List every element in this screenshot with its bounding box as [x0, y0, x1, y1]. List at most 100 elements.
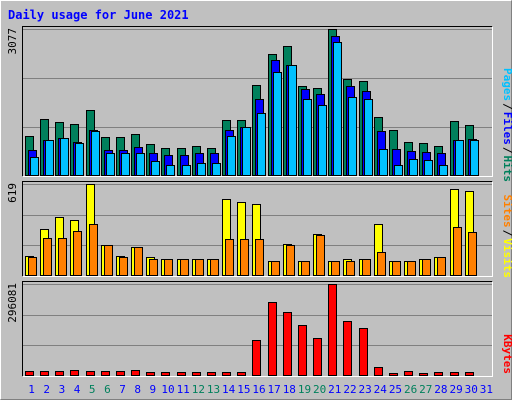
bar — [242, 127, 251, 176]
plot-border-light — [22, 181, 493, 277]
legend: KBytes — [501, 334, 512, 374]
bar — [134, 247, 143, 276]
bar — [394, 165, 403, 176]
legend-separator: / — [501, 147, 512, 154]
legend: Pages / Files / Hits — [501, 68, 512, 182]
bar — [45, 140, 54, 176]
bar — [453, 227, 462, 276]
legend: Sites /Visits — [501, 195, 512, 279]
bar — [301, 261, 310, 276]
bar — [343, 321, 352, 376]
bar — [439, 165, 448, 176]
bar — [379, 149, 388, 176]
x-tick-label: 13 — [207, 383, 220, 396]
bar — [58, 238, 67, 276]
plot-border-light — [22, 281, 493, 377]
legend-entry: Visits — [501, 238, 512, 278]
bar — [116, 371, 125, 376]
x-tick-label: 12 — [192, 383, 205, 396]
bar — [288, 65, 297, 176]
bar — [331, 261, 340, 276]
bar — [283, 312, 292, 376]
bar — [212, 163, 221, 176]
bar — [177, 372, 186, 376]
x-tick-label: 21 — [328, 383, 341, 396]
x-tick-label: 4 — [74, 383, 81, 396]
bar — [40, 371, 49, 376]
bar — [161, 372, 170, 376]
bar — [465, 372, 474, 376]
bar — [298, 325, 307, 376]
plot-border-dark — [22, 181, 493, 277]
bar — [257, 113, 266, 176]
y-tick-label: 619 — [6, 183, 19, 203]
bar — [450, 372, 459, 376]
y-tick-label: 296081 — [6, 283, 19, 323]
bar — [119, 257, 128, 276]
x-tick-label: 29 — [449, 383, 462, 396]
bar — [197, 163, 206, 176]
y-tick-label: 3077 — [6, 28, 19, 55]
bar — [240, 239, 249, 276]
bar — [255, 239, 264, 276]
x-tick-label: 7 — [119, 383, 126, 396]
bar — [70, 370, 79, 376]
bar — [271, 261, 280, 276]
bar — [362, 259, 371, 276]
bar — [346, 261, 355, 276]
bar — [192, 372, 201, 376]
x-tick-label: 27 — [419, 383, 432, 396]
legend-entry: KBytes — [501, 334, 512, 374]
bar — [180, 259, 189, 276]
x-tick-label: 10 — [161, 383, 174, 396]
bar — [286, 245, 295, 276]
x-tick-label: 11 — [177, 383, 190, 396]
bar — [470, 140, 479, 176]
x-tick-label: 20 — [313, 383, 326, 396]
bar — [377, 252, 386, 276]
bar — [210, 259, 219, 276]
bar — [455, 140, 464, 176]
chart-title: Daily usage for June 2021 — [8, 8, 189, 22]
bar — [131, 370, 140, 376]
bar — [404, 371, 413, 376]
legend-separator: / — [501, 103, 512, 110]
bar — [303, 99, 312, 176]
x-tick-label: 24 — [374, 383, 388, 396]
x-tick-label: 5 — [89, 383, 96, 396]
x-tick-label: 2 — [43, 383, 50, 396]
legend-entry: Sites — [501, 195, 512, 228]
x-tick-label: 17 — [268, 383, 281, 396]
bar — [273, 72, 282, 176]
bar — [313, 338, 322, 376]
x-tick-label: 28 — [434, 383, 447, 396]
x-tick-label: 22 — [343, 383, 356, 396]
bar — [43, 238, 52, 276]
x-tick-label: 8 — [134, 383, 141, 396]
plot-border-light — [22, 26, 493, 177]
bar — [166, 165, 175, 176]
bar — [104, 245, 113, 276]
bar — [468, 232, 477, 276]
bar — [409, 159, 418, 176]
bar — [101, 371, 110, 376]
x-tick-label: 18 — [283, 383, 296, 396]
bar — [91, 131, 100, 176]
bar — [222, 372, 231, 376]
x-tick-label: 3 — [59, 383, 66, 396]
plot-border-dark — [22, 26, 493, 177]
x-tick-label: 6 — [104, 383, 111, 396]
x-tick-label: 25 — [389, 383, 402, 396]
bar — [374, 367, 383, 376]
bar — [60, 138, 69, 176]
x-tick-label: 1 — [28, 383, 35, 396]
legend-entry: Hits — [501, 156, 512, 183]
bar — [434, 372, 443, 376]
legend-separator: / — [501, 230, 512, 237]
x-tick-label: 16 — [252, 383, 265, 396]
x-tick-label: 31 — [480, 383, 493, 396]
bar — [268, 302, 277, 376]
x-tick-label: 30 — [465, 383, 478, 396]
